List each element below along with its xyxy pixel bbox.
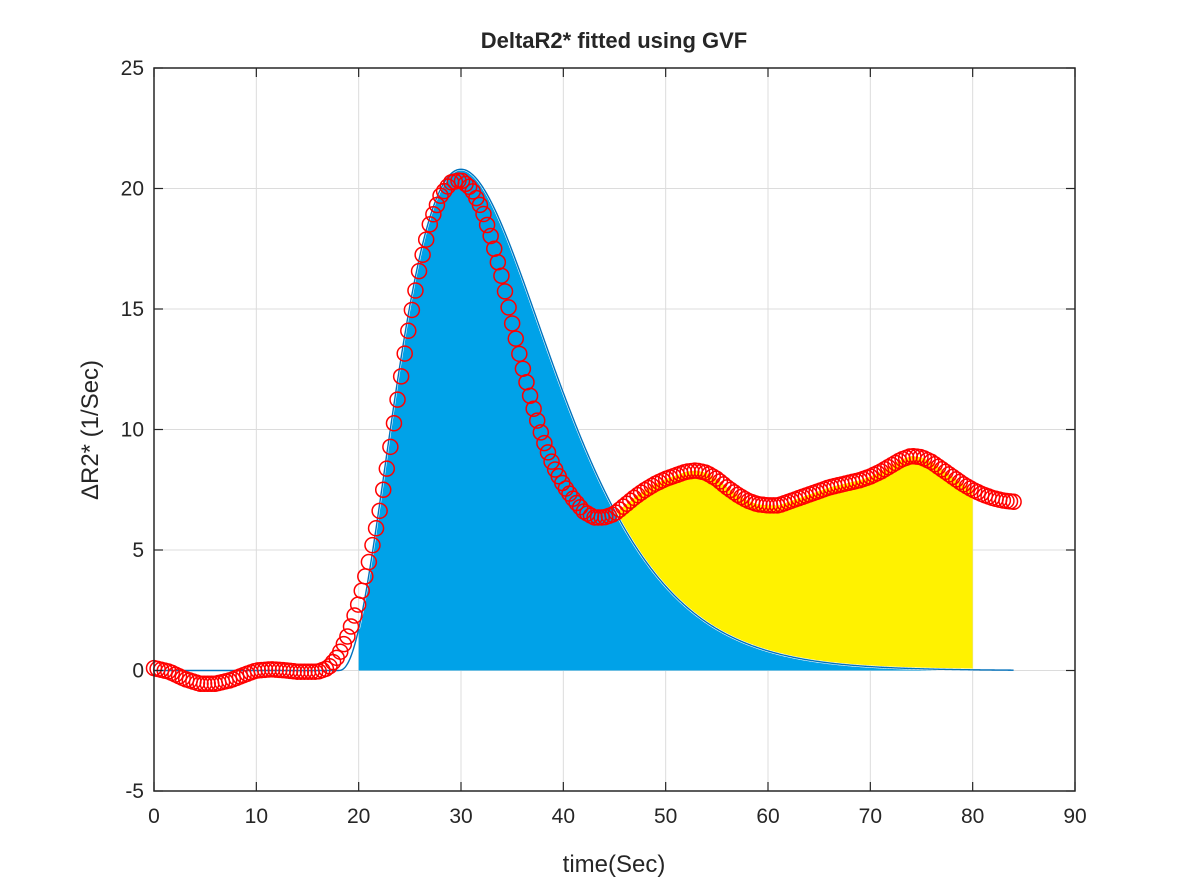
x-tick-label: 0: [148, 805, 160, 828]
data-point: [471, 196, 489, 214]
data-point: [428, 196, 446, 214]
y-tick-label: 10: [121, 419, 144, 442]
data-point: [371, 502, 388, 520]
grid: [153, 67, 1076, 792]
data-point: [1005, 493, 1022, 511]
data-point: [389, 391, 406, 408]
x-tick-label: 70: [859, 805, 882, 828]
data-point: [407, 282, 424, 299]
data-point: [539, 444, 557, 461]
data-point: [417, 231, 435, 248]
recirculation-area: [583, 444, 973, 670]
data-point: [400, 322, 417, 340]
data-point: [382, 438, 399, 456]
y-tick-label: -5: [125, 780, 144, 803]
y-axis-label: ΔR2* (1/Sec): [77, 360, 104, 500]
data-point: [507, 330, 524, 347]
data-point: [521, 387, 539, 405]
data-point: [410, 262, 428, 280]
data-point: [543, 453, 560, 470]
data-point: [425, 206, 442, 223]
data-point: [346, 607, 363, 624]
data-point: [503, 315, 521, 332]
x-tick-label: 30: [449, 805, 472, 828]
data-point: [414, 246, 431, 264]
data-point: [392, 368, 410, 385]
y-tick-label: 0: [132, 660, 144, 683]
data-point: [511, 345, 528, 363]
y-tick-label: 25: [121, 57, 144, 80]
data-point: [374, 481, 392, 498]
data-point: [364, 536, 381, 554]
data-point: [500, 299, 517, 316]
data-point: [385, 414, 403, 432]
data-point: [360, 553, 378, 571]
data-point: [496, 283, 514, 300]
chart-title: DeltaR2* fitted using GVF: [481, 28, 747, 53]
data-point: [525, 400, 542, 418]
y-axis-ticks: -5 0 5 10 15 20 25: [121, 57, 1075, 803]
measured-points-layer: [145, 172, 1022, 692]
data-point: [736, 490, 754, 508]
data-point: [332, 643, 349, 660]
x-tick-label: 90: [1063, 805, 1086, 828]
x-tick-label: 50: [654, 805, 677, 828]
data-point: [339, 628, 356, 645]
data-point: [475, 205, 492, 223]
y-tick-label: 5: [132, 539, 144, 562]
x-tick-label: 60: [756, 805, 779, 828]
x-tick-label: 20: [347, 805, 370, 828]
data-point: [396, 345, 413, 362]
data-point: [403, 301, 421, 319]
data-point: [421, 216, 439, 233]
data-point: [378, 460, 396, 477]
x-tick-label: 10: [245, 805, 268, 828]
data-point: [536, 434, 553, 452]
y-tick-label: 20: [121, 178, 144, 201]
x-tick-label: 40: [552, 805, 575, 828]
x-axis-ticks: 0 10 20 30 40 50 60 70 80 90: [148, 68, 1087, 828]
data-point: [367, 520, 385, 537]
data-point: [532, 424, 550, 441]
data-point: [482, 227, 499, 245]
data-point: [493, 267, 510, 284]
data-point: [528, 412, 546, 429]
data-point: [335, 635, 353, 653]
x-axis-label: time(Sec): [563, 851, 666, 878]
y-tick-label: 15: [121, 298, 144, 321]
x-tick-label: 80: [961, 805, 984, 828]
data-point: [478, 216, 496, 234]
data-point: [342, 618, 360, 635]
